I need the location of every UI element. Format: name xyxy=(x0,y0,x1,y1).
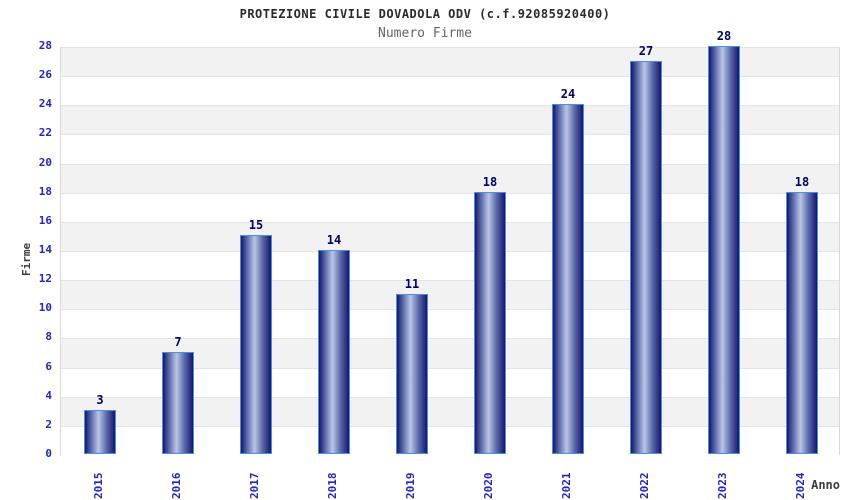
x-tick-label: 2015 xyxy=(92,472,105,500)
x-tick-label: 2021 xyxy=(560,472,573,500)
bar xyxy=(84,410,116,454)
y-tick-label: 10 xyxy=(38,301,52,315)
x-tick-label: 2020 xyxy=(482,472,495,500)
bar-value-label: 24 xyxy=(560,87,576,102)
x-tick-label: 2024 xyxy=(794,472,807,500)
y-tick-label: 2 xyxy=(45,417,52,431)
x-tick-label: 2023 xyxy=(716,472,729,500)
bar xyxy=(474,191,506,454)
bar-value-label: 3 xyxy=(96,393,104,408)
bar-value-label: 27 xyxy=(638,43,654,58)
y-tick-label: 12 xyxy=(38,272,52,286)
bar xyxy=(240,235,272,454)
bar-value-label: 11 xyxy=(404,276,420,291)
x-tick-label: 2022 xyxy=(638,472,651,500)
bar-value-label: 7 xyxy=(174,335,182,349)
x-tick-label: 2019 xyxy=(404,472,417,500)
bar xyxy=(162,352,194,454)
y-tick-label: 26 xyxy=(38,68,52,82)
bar xyxy=(708,46,740,454)
bar xyxy=(396,293,428,454)
bar-value-label: 14 xyxy=(326,233,342,247)
bar xyxy=(318,250,350,454)
y-tick-label: 4 xyxy=(45,388,52,402)
y-tick-label: 18 xyxy=(38,184,52,198)
y-tick-label: 16 xyxy=(38,213,52,227)
x-axis-title: Anno xyxy=(811,478,840,492)
x-tick-label: 2017 xyxy=(248,472,261,500)
bar-value-label: 18 xyxy=(794,174,810,189)
y-tick-label: 28 xyxy=(38,39,52,52)
y-tick-label: 24 xyxy=(38,97,52,111)
y-tick-label: 6 xyxy=(45,359,52,373)
chart-subtitle: Numero Firme xyxy=(378,26,472,41)
bar xyxy=(630,60,662,454)
x-tick-label: 2016 xyxy=(170,472,183,500)
y-tick-label: 0 xyxy=(45,447,52,460)
bar xyxy=(552,104,584,454)
y-tick-label: 22 xyxy=(38,126,52,140)
x-tick-label: 2018 xyxy=(326,472,339,500)
y-tick-label: 20 xyxy=(38,155,52,169)
chart-title: PROTEZIONE CIVILE DOVADOLA ODV (c.f.9208… xyxy=(239,7,611,21)
plot-area: 3 7 15 14 11 18 24 27 28 18 xyxy=(60,29,840,455)
bar-value-label: 15 xyxy=(248,218,264,233)
y-tick-label: 14 xyxy=(38,243,52,256)
y-tick-label: 8 xyxy=(45,330,52,344)
bar-value-label: 18 xyxy=(482,174,498,189)
bar xyxy=(786,191,818,454)
bar-value-label: 28 xyxy=(716,29,732,43)
y-axis-title: Firme xyxy=(20,242,33,276)
